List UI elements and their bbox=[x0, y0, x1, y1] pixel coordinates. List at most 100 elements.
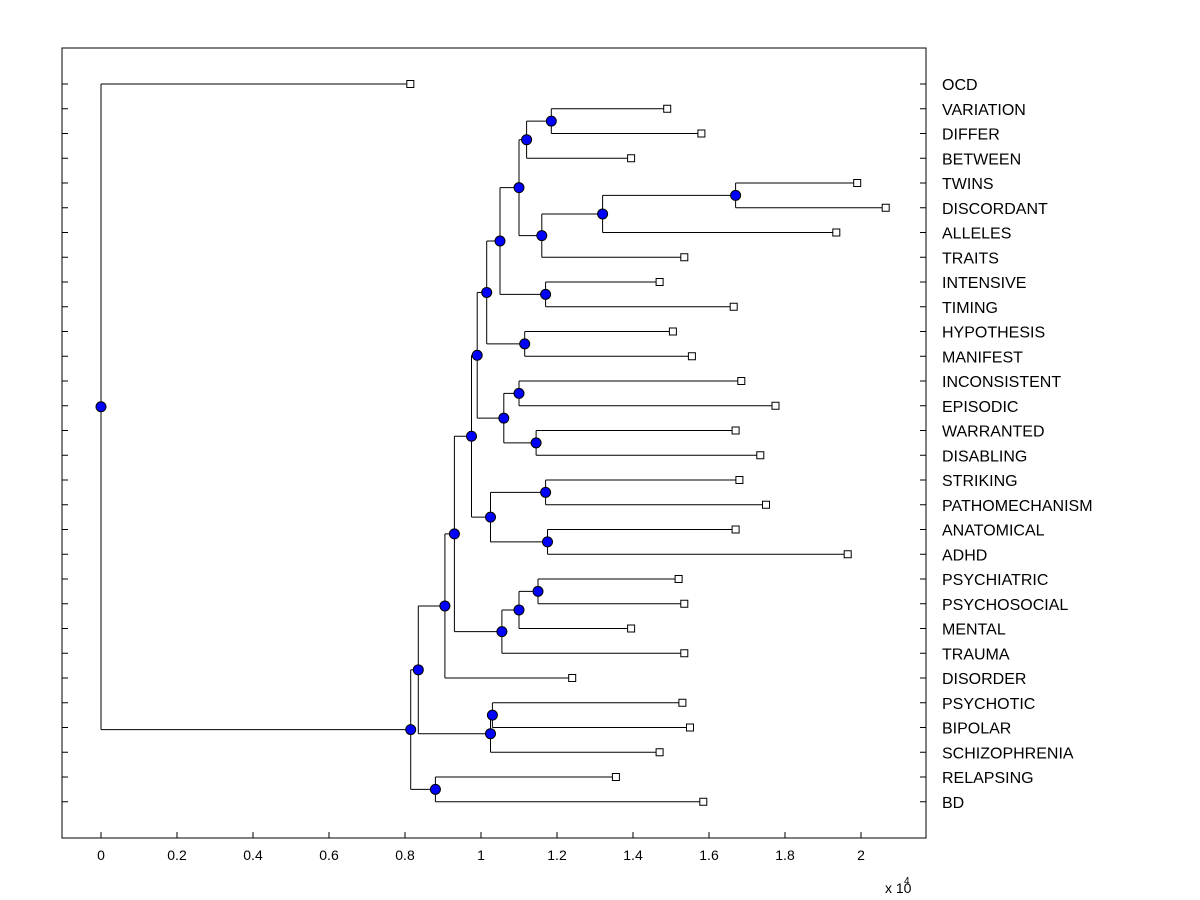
y-tick-marks bbox=[62, 83, 926, 803]
leaf-label: PATHOMECHANISM bbox=[942, 498, 1093, 515]
merge-node bbox=[730, 189, 742, 201]
merge-node bbox=[498, 412, 510, 424]
leaf-labels: OCD VARIATION DIFFER BETWEEN TWINS DISCORDANT… bbox=[942, 77, 1093, 812]
leaf-label: ALLELES bbox=[942, 226, 1011, 243]
merge-node bbox=[513, 604, 525, 616]
x-tick-label: 0.2 bbox=[167, 847, 187, 863]
leaf-label: EPISODIC bbox=[942, 399, 1018, 416]
leaf-label: RELAPSING bbox=[942, 770, 1034, 787]
merge-node bbox=[485, 728, 496, 740]
leaf-label: PSYCHOTIC bbox=[942, 696, 1035, 713]
leaf-label: DISABLING bbox=[942, 448, 1027, 465]
leaf-marker bbox=[627, 154, 636, 163]
leaf-marker bbox=[627, 624, 636, 633]
leaf-label: PSYCHOSOCIAL bbox=[942, 597, 1068, 614]
merge-node bbox=[466, 430, 477, 442]
leaf-marker bbox=[853, 179, 862, 187]
merge-node-markers bbox=[95, 115, 742, 795]
x-tick-label: 2 bbox=[857, 847, 865, 863]
x-tick-label: 0.8 bbox=[395, 847, 415, 863]
leaf-marker bbox=[680, 253, 689, 262]
leaf-marker bbox=[735, 476, 744, 484]
x-tick-label: 1.8 bbox=[775, 847, 795, 863]
leaf-marker bbox=[697, 129, 706, 138]
merge-node bbox=[494, 235, 506, 247]
leaf-label: BETWEEN bbox=[942, 151, 1021, 168]
leaf-label: MENTAL bbox=[942, 622, 1006, 639]
leaf-marker bbox=[832, 228, 841, 237]
x-multiplier-label: x 10 bbox=[885, 880, 912, 896]
leaf-label: INCONSISTENT bbox=[942, 374, 1061, 391]
leaf-marker bbox=[737, 377, 746, 385]
leaf-label: SCHIZOPHRENIA bbox=[942, 745, 1074, 762]
leaf-label: TRAITS bbox=[942, 250, 999, 267]
leaf-label: DISORDER bbox=[942, 671, 1026, 688]
leaf-marker bbox=[881, 203, 890, 212]
plot-frame bbox=[61, 47, 927, 839]
x-tick-label: 1.4 bbox=[623, 847, 643, 863]
merge-node bbox=[448, 528, 460, 540]
leaf-label: HYPOTHESIS bbox=[942, 325, 1045, 342]
merge-node bbox=[540, 288, 552, 300]
merge-node bbox=[496, 626, 508, 638]
merge-node bbox=[481, 286, 493, 298]
leaf-marker bbox=[674, 575, 683, 583]
leaf-label: STRIKING bbox=[942, 473, 1018, 490]
leaf-label: INTENSIVE bbox=[942, 275, 1026, 292]
leaf-marker bbox=[680, 599, 689, 608]
merge-node bbox=[513, 182, 525, 194]
leaf-label: TWINS bbox=[942, 176, 994, 193]
leaf-markers bbox=[406, 80, 890, 806]
merge-node bbox=[536, 230, 548, 242]
leaf-label: ADHD bbox=[942, 547, 987, 564]
leaf-marker bbox=[655, 748, 664, 757]
merge-node bbox=[540, 486, 552, 498]
merge-node bbox=[542, 536, 553, 548]
merge-node bbox=[545, 115, 557, 127]
leaf-label: VARIATION bbox=[942, 102, 1026, 119]
leaf-marker bbox=[731, 525, 740, 534]
merge-node bbox=[429, 783, 441, 795]
merge-node bbox=[439, 600, 451, 612]
leaf-label: PSYCHIATRIC bbox=[942, 572, 1048, 589]
leaf-marker bbox=[731, 426, 740, 435]
leaf-label: ANATOMICAL bbox=[942, 523, 1045, 540]
merge-node bbox=[521, 134, 533, 146]
merge-node bbox=[530, 437, 542, 449]
merge-node bbox=[485, 511, 496, 523]
leaf-label: TRAUMA bbox=[942, 646, 1010, 663]
x-tick-label: 1.2 bbox=[547, 847, 567, 863]
leaf-label: MANIFEST bbox=[942, 349, 1023, 366]
leaf-label: WARRANTED bbox=[942, 424, 1045, 441]
leaf-marker bbox=[406, 80, 415, 88]
merge-node bbox=[519, 338, 531, 350]
merge-node bbox=[95, 401, 107, 413]
leaf-marker bbox=[668, 327, 677, 336]
leaf-marker bbox=[680, 649, 689, 658]
x-multiplier-exponent: 4 bbox=[904, 876, 910, 887]
leaf-marker bbox=[756, 451, 765, 460]
leaf-label: BIPOLAR bbox=[942, 721, 1011, 738]
leaf-marker bbox=[655, 278, 664, 286]
x-tick-label: 0 bbox=[97, 847, 105, 863]
leaf-marker bbox=[611, 773, 620, 781]
x-tick-label: 1 bbox=[477, 847, 485, 863]
x-tick-label: 0.6 bbox=[319, 847, 339, 863]
merge-node bbox=[513, 387, 525, 399]
leaf-label: DISCORDANT bbox=[942, 201, 1048, 218]
merge-node bbox=[597, 208, 609, 220]
leaf-marker bbox=[762, 500, 770, 509]
x-axis: 0 0.2 0.4 0.6 0.8 1 1.2 1.4 1.6 1.8 2 bbox=[97, 832, 865, 863]
leaf-marker bbox=[687, 352, 696, 361]
x-tick-label: 1.6 bbox=[699, 847, 719, 863]
merge-node bbox=[405, 724, 417, 736]
leaf-marker bbox=[663, 104, 672, 113]
merge-node bbox=[412, 664, 424, 676]
leaf-marker bbox=[686, 723, 694, 732]
leaf-marker bbox=[843, 550, 852, 559]
merge-node bbox=[471, 349, 483, 361]
leaf-marker bbox=[729, 302, 738, 311]
merge-node bbox=[532, 585, 544, 597]
merge-node bbox=[486, 709, 498, 721]
leaf-marker bbox=[678, 698, 687, 707]
